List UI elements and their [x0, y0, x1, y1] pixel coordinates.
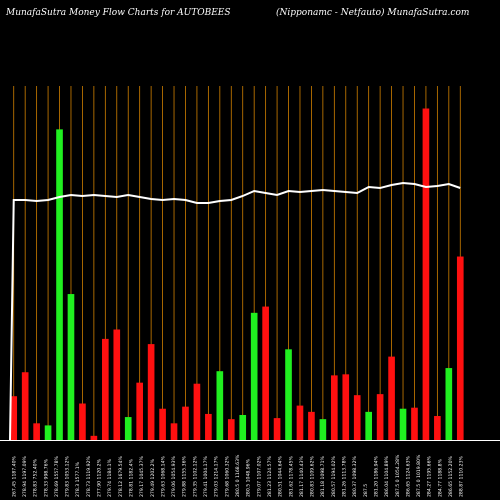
- x-tick-label: 279.06 1054.93%: [171, 455, 177, 497]
- money-flow-bar: [342, 374, 350, 440]
- x-tick-label: 279.07 1107.02%: [256, 455, 262, 497]
- x-tick-label: 279.83 1053.12%: [65, 455, 71, 497]
- money-flow-bar: [159, 408, 166, 440]
- money-flow-bar: [67, 294, 75, 440]
- money-flow-bar: [56, 129, 63, 440]
- x-tick-label: 288.87 1110.23%: [459, 455, 465, 497]
- x-tick-label: 279.17 1045.37%: [139, 455, 145, 497]
- money-flow-bar: [296, 405, 304, 440]
- chart-subtitle: (Nipponamc - Netfauto) MunafaSutra.com: [276, 8, 470, 18]
- x-tick-label: 278.69 1557.78%: [54, 455, 60, 497]
- price-line: [9, 181, 461, 441]
- chart-header: MunafaSutra Money Flow Charts for AUTOBE…: [0, 0, 500, 24]
- x-tick-label: 278.3 1577.1%: [75, 461, 81, 497]
- money-flow-bar: [456, 256, 464, 440]
- x-tick-label: 287.5 0 1019.80%: [416, 454, 422, 497]
- x-tick-label: 281.23 1124.57%: [267, 455, 273, 497]
- money-flow-bar: [113, 329, 121, 440]
- money-flow-bar: [262, 306, 269, 440]
- x-tick-label: 278.73 1119.92%: [86, 455, 92, 497]
- x-tick-label: 280.57 1194.02%: [331, 455, 337, 497]
- x-tick-label: 280.37 1098.32%: [352, 455, 358, 497]
- money-flow-bar: [308, 411, 315, 440]
- x-tick-label: 278.94 1197.09%: [22, 455, 28, 497]
- x-tick-label: 279.03 1214.17%: [214, 455, 220, 497]
- x-tick-label: 279.63 1068.14%: [160, 455, 166, 497]
- money-flow-bar: [193, 383, 201, 440]
- money-flow-bar: [331, 375, 338, 440]
- x-tick-label: 284.77 1188.8%: [437, 458, 443, 497]
- money-flow-bar: [33, 423, 40, 440]
- x-tick-label: 286.65 1124.63%: [405, 455, 411, 497]
- money-flow-bar: [239, 414, 247, 440]
- money-flow-bar: [250, 312, 258, 440]
- money-flow-bar: [273, 418, 281, 440]
- x-tick-label: 278.12 1679.54%: [118, 455, 124, 497]
- money-flow-bar: [21, 372, 29, 440]
- money-flow-bar: [170, 423, 178, 440]
- money-flow-bar: [136, 382, 143, 440]
- money-flow-bar: [399, 408, 407, 440]
- money-flow-bar: [319, 419, 327, 440]
- money-flow-bar: [79, 403, 86, 440]
- x-tick-label: 279.49 1202.2%: [150, 458, 156, 497]
- x-tick-label: 284.27 1195.66%: [427, 455, 433, 497]
- money-flow-bar: [124, 417, 132, 440]
- money-flow-bar: [182, 406, 189, 440]
- x-tick-label: 278.33 998.76%: [43, 458, 49, 497]
- money-flow-bar: [205, 413, 212, 440]
- x-tick-label: 279.74 1184.1%: [107, 458, 113, 497]
- x-tick-label: 280.5 0 1168.63%: [235, 454, 241, 497]
- x-tick-label: 280.51 1044.64%: [278, 455, 284, 497]
- money-flow-bar: [147, 344, 155, 440]
- x-tick-label: 281.62 1178.45%: [288, 455, 294, 497]
- x-tick-label: 281.18 1098.71%: [320, 455, 326, 497]
- x-tick-label: 281.17 1140.43%: [299, 455, 305, 497]
- money-flow-bar: [445, 368, 453, 440]
- money-flow-bar: [365, 411, 372, 440]
- x-tick-label: 279.35 1102.12%: [192, 455, 198, 497]
- x-tick-label: 267.45 1187.40%: [11, 455, 17, 497]
- money-flow-bar: [434, 416, 441, 440]
- x-tick-label: 280.5 1048.96%: [246, 458, 252, 497]
- x-tick-label: 279.68 1060.32%: [224, 455, 230, 497]
- x-tick-label: 278.83 752.40%: [33, 458, 39, 497]
- money-flow-bar: [376, 394, 384, 440]
- x-tick-label: 278.81 1182.4%: [128, 458, 134, 497]
- x-tick-label: 281.20 1186.94%: [373, 455, 379, 497]
- money-flow-bar: [285, 349, 292, 440]
- money-flow-bar: [90, 435, 98, 440]
- x-tick-label: 277.90 1120.2%: [97, 458, 103, 497]
- money-flow-bar: [227, 419, 235, 440]
- money-flow-bar: [44, 425, 52, 440]
- money-flow-bar: [353, 395, 361, 440]
- money-flow-bar: [411, 407, 418, 440]
- x-tick-label: 280.83 1109.62%: [310, 455, 316, 497]
- money-flow-bar: [422, 108, 430, 440]
- x-tick-label: 279.41 1004.17%: [203, 455, 209, 497]
- money-flow-bar: [388, 356, 395, 440]
- x-tick-label: 281.26 1113.78%: [342, 455, 348, 497]
- money-flow-bar: [10, 396, 18, 440]
- chart-title: MunafaSutra Money Flow Charts for AUTOBE…: [6, 8, 231, 18]
- x-tick-label: 279.88 1155.36%: [182, 455, 188, 497]
- money-flow-bar: [102, 338, 109, 440]
- x-tick-label: 287.5 0 1054.28%: [395, 454, 401, 497]
- x-tick-label: 286.04 1104.89%: [384, 455, 390, 497]
- x-tick-label: 286.65 1152.20%: [448, 455, 454, 497]
- money-flow-bar: [216, 371, 224, 440]
- x-tick-label: 287.5: [363, 484, 369, 497]
